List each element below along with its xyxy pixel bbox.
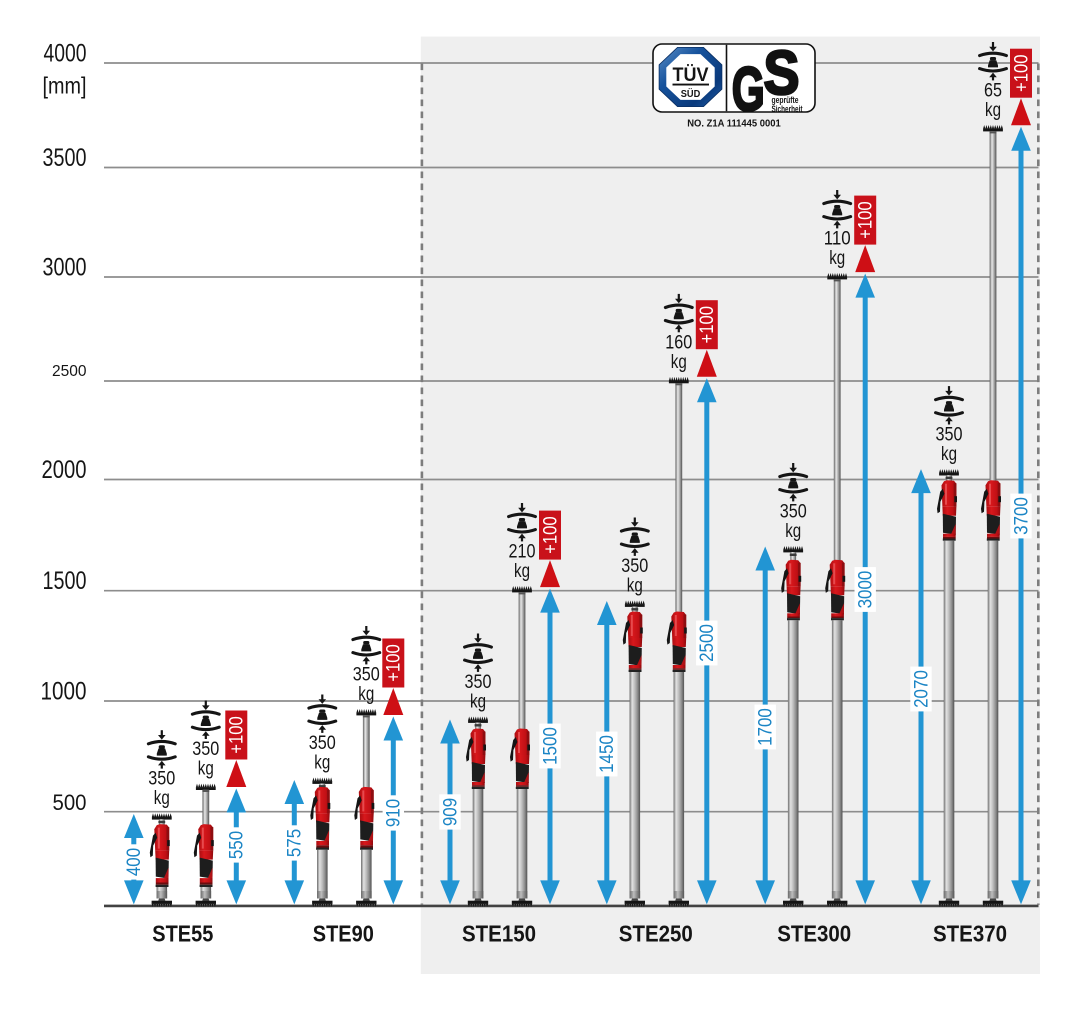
- svg-text:350: 350: [192, 739, 219, 760]
- svg-text:1500: 1500: [540, 727, 561, 765]
- svg-text:2070: 2070: [911, 670, 932, 708]
- svg-text:910: 910: [384, 799, 405, 827]
- svg-text:65: 65: [984, 81, 1002, 102]
- svg-text:geprüfte: geprüfte: [772, 95, 799, 105]
- svg-text:NO. Z1A 111445 0001: NO. Z1A 111445 0001: [687, 117, 781, 129]
- svg-text:575: 575: [285, 829, 306, 857]
- svg-text:350: 350: [621, 556, 648, 577]
- svg-text:kg: kg: [941, 444, 957, 465]
- svg-text:1450: 1450: [597, 735, 618, 773]
- svg-text:+100: +100: [227, 716, 248, 754]
- svg-text:110: 110: [824, 229, 851, 250]
- svg-text:STE370: STE370: [933, 921, 1007, 947]
- svg-text:350: 350: [936, 425, 963, 446]
- svg-text:kg: kg: [671, 352, 687, 373]
- svg-text:kg: kg: [627, 576, 643, 597]
- svg-text:+100: +100: [697, 306, 718, 344]
- svg-text:400: 400: [124, 848, 145, 876]
- svg-text:1000: 1000: [41, 678, 87, 706]
- svg-text:550: 550: [227, 831, 248, 859]
- svg-text:kg: kg: [470, 692, 486, 713]
- svg-text:3000: 3000: [856, 571, 877, 609]
- svg-text:160: 160: [665, 332, 692, 353]
- svg-text:kg: kg: [198, 759, 214, 780]
- svg-text:SÜD: SÜD: [681, 87, 701, 100]
- svg-text:4000: 4000: [44, 40, 87, 68]
- svg-text:STE55: STE55: [152, 921, 213, 947]
- svg-text:1700: 1700: [756, 708, 777, 746]
- svg-text:+100: +100: [384, 644, 405, 682]
- svg-text:350: 350: [148, 769, 175, 790]
- svg-text:3500: 3500: [43, 144, 87, 172]
- svg-text:+100: +100: [1011, 54, 1032, 92]
- svg-text:+100: +100: [856, 201, 877, 239]
- svg-text:210: 210: [509, 542, 536, 563]
- svg-text:STE90: STE90: [313, 921, 374, 947]
- svg-text:kg: kg: [154, 788, 170, 809]
- svg-text:1500: 1500: [43, 567, 87, 595]
- svg-text:500: 500: [53, 790, 87, 815]
- svg-text:3000: 3000: [43, 254, 87, 282]
- svg-text:350: 350: [309, 733, 336, 754]
- svg-text:kg: kg: [358, 684, 374, 705]
- svg-text:2500: 2500: [52, 363, 87, 380]
- svg-text:STE150: STE150: [462, 921, 536, 947]
- svg-text:G: G: [732, 56, 765, 125]
- svg-text:kg: kg: [785, 521, 801, 542]
- svg-text:350: 350: [353, 665, 380, 686]
- svg-text:Sicherheit: Sicherheit: [772, 104, 803, 114]
- svg-text:kg: kg: [985, 100, 1001, 121]
- svg-text:2500: 2500: [697, 624, 718, 662]
- svg-text:kg: kg: [829, 248, 845, 269]
- svg-text:350: 350: [780, 502, 807, 523]
- svg-text:kg: kg: [514, 561, 530, 582]
- svg-text:909: 909: [440, 798, 461, 826]
- svg-text:TÜV: TÜV: [673, 63, 709, 86]
- svg-text:STE300: STE300: [777, 921, 851, 947]
- svg-text:3700: 3700: [1011, 497, 1032, 535]
- svg-text:S: S: [764, 39, 800, 108]
- svg-text:+100: +100: [540, 516, 561, 554]
- svg-text:kg: kg: [314, 753, 330, 774]
- svg-text:STE250: STE250: [619, 921, 693, 947]
- svg-text:350: 350: [465, 672, 492, 693]
- svg-text:[mm]: [mm]: [43, 73, 87, 99]
- svg-text:2000: 2000: [42, 456, 87, 484]
